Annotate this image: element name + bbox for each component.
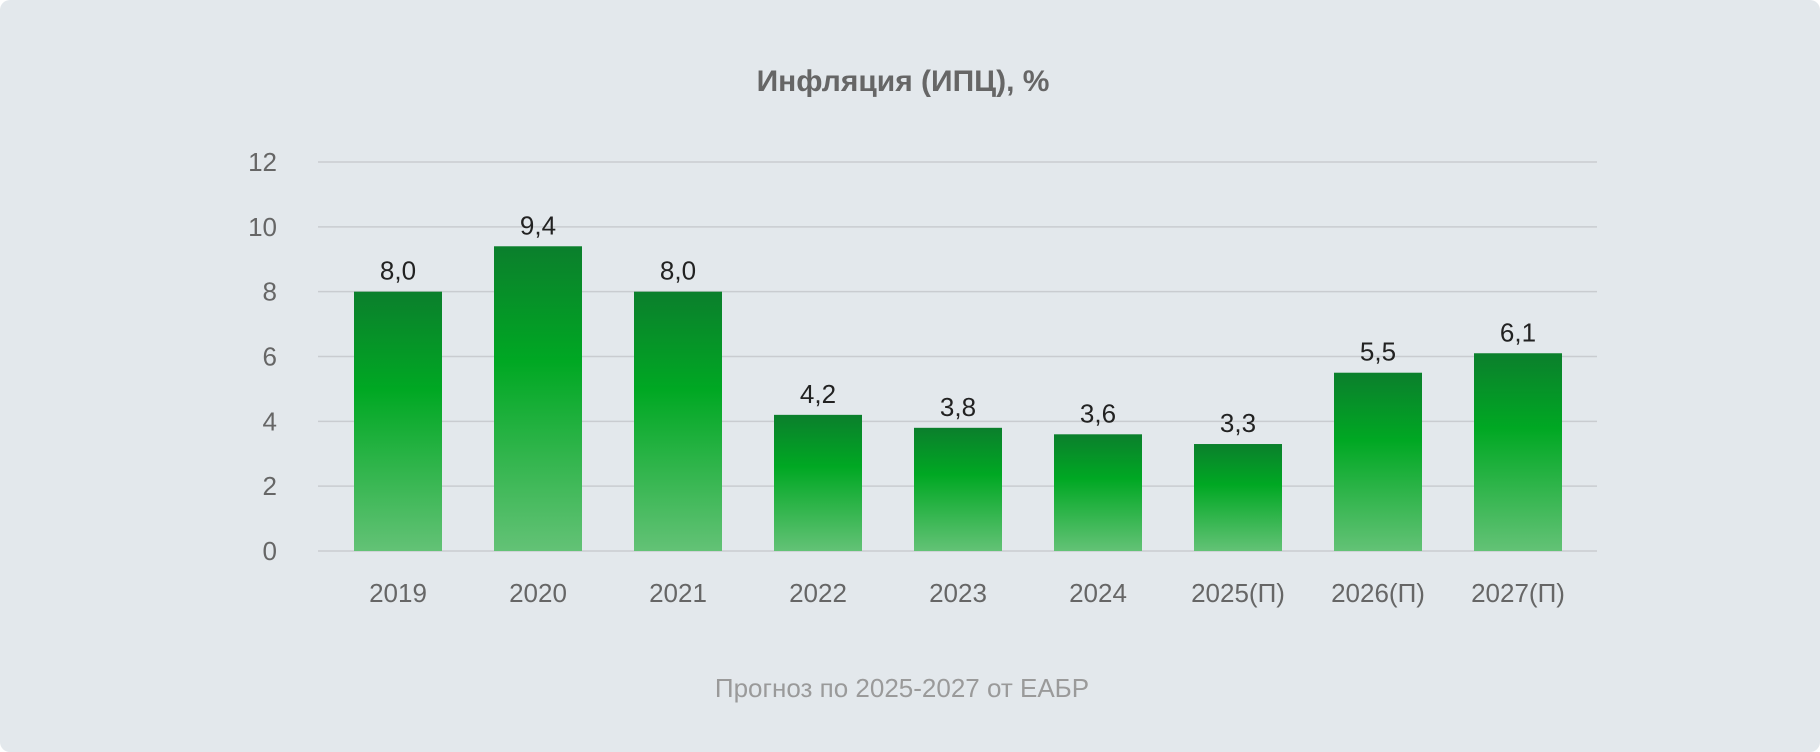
y-tick-label: 2 [263, 471, 277, 501]
bars [354, 246, 1562, 552]
value-labels: 8,0 9,4 8,0 4,2 3,8 3,6 3,3 5,5 6,1 [380, 210, 1536, 438]
y-tick-label: 10 [248, 212, 277, 242]
value-label: 6,1 [1500, 317, 1536, 347]
y-tick-label: 4 [263, 406, 277, 436]
value-label: 5,5 [1360, 337, 1396, 367]
y-axis-ticks: 0 2 4 6 8 10 12 [248, 147, 277, 566]
bar [914, 427, 1002, 551]
bar [1054, 434, 1142, 551]
y-tick-label: 0 [263, 536, 277, 566]
x-tick-label: 2021 [649, 578, 707, 608]
value-label: 8,0 [660, 256, 696, 286]
y-tick-label: 6 [263, 342, 277, 372]
bar [1194, 444, 1282, 551]
bar [1474, 353, 1562, 551]
bar [774, 414, 862, 551]
chart-title: Инфляция (ИПЦ), % [756, 65, 1050, 98]
value-label: 3,3 [1220, 408, 1256, 438]
x-tick-label: 2020 [509, 578, 567, 608]
y-tick-label: 8 [263, 277, 277, 307]
bar [354, 291, 442, 551]
x-tick-label: 2023 [929, 578, 987, 608]
x-tick-label: 2025(П) [1191, 578, 1285, 608]
value-label: 4,2 [800, 379, 836, 409]
x-tick-label: 2024 [1069, 578, 1127, 608]
value-label: 9,4 [520, 210, 556, 240]
value-label: 8,0 [380, 256, 416, 286]
value-label: 3,6 [1080, 398, 1116, 428]
x-axis-ticks: 2019 2020 2021 2022 2023 2024 2025(П) 2026(П) 20… [369, 578, 1565, 608]
x-tick-label: 2026(П) [1331, 578, 1425, 608]
bar [1334, 372, 1422, 551]
bar [494, 246, 582, 552]
x-tick-label: 2022 [789, 578, 847, 608]
value-label: 3,8 [940, 392, 976, 422]
x-tick-label: 2027(П) [1471, 578, 1565, 608]
y-tick-label: 12 [248, 147, 277, 177]
forecast-note: Прогноз по 2025-2027 от ЕАБР [714, 673, 1090, 703]
bar [634, 291, 722, 551]
x-tick-label: 2019 [369, 578, 427, 608]
